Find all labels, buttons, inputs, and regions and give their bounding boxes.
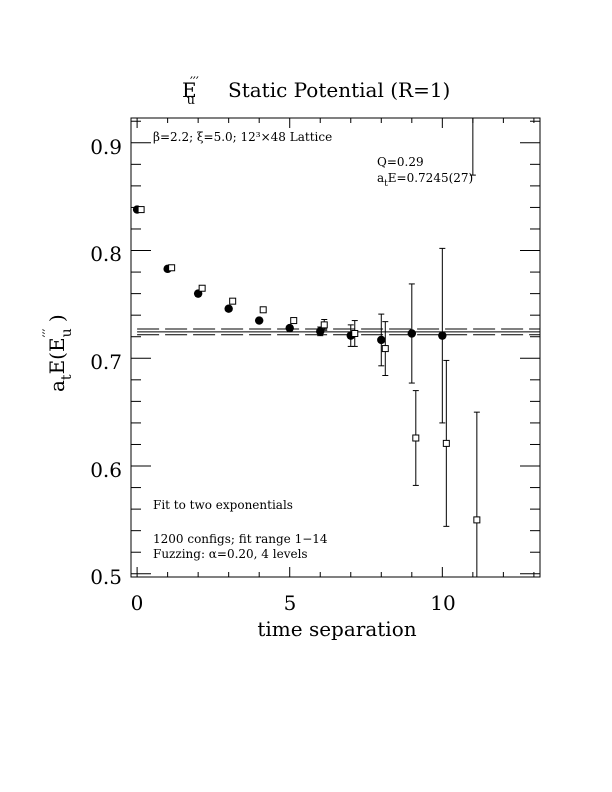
square-point [259,306,267,314]
fit-result-subscript: t [384,179,388,189]
configs-annotation: 1200 configs; fit range 1−14 [153,532,328,546]
chart-title: Eu ′′′ Static Potential (R=1) [182,75,450,108]
square-point [412,434,420,442]
axis-ticks [131,118,540,577]
q-annotation: Q=0.29 [377,155,424,169]
square-point [168,264,176,272]
lattice-annotation: β=2.2; ξ=5.0; 12³×48 Lattice [153,130,332,144]
square-point [198,284,206,292]
title-main: E [182,78,197,102]
fuzzing-annotation: Fuzzing: α=0.20, 4 levels [153,547,308,561]
square-point [229,297,237,305]
y-title-sup: ′′′ [41,328,56,337]
y-tick-label: 0.9 [90,135,122,159]
y-tick-label: 0.7 [90,350,122,374]
title-superscript: ′′′ [190,75,199,90]
circle-point [316,327,325,336]
circle-point [407,329,417,338]
y-tick-label: 0.5 [90,565,122,589]
y-title-a: a [45,380,69,392]
y-tick-label: 0.6 [90,458,122,482]
square-point [351,329,359,337]
x-axis-title: time separation [257,617,416,641]
plot-frame [130,117,541,578]
title-subscript: u [187,93,195,108]
circle-point [438,331,447,340]
square-point [442,439,450,447]
y-axis-title: atE(Eu′′′ ) [41,314,75,392]
circle-point [224,304,233,313]
y-title-t: t [59,374,75,380]
fit-result-prefix: a [377,171,384,185]
x-tick-label: 0 [131,591,144,615]
y-title-sub: u [59,328,75,337]
fit-result-rest: E=0.7245(27) [388,171,473,185]
square-point [137,206,145,214]
square-point [290,317,298,325]
square-point [320,321,328,329]
x-tick-label: 5 [284,591,297,615]
circle-point [377,335,386,345]
x-tick-label: 10 [430,591,455,615]
y-title-close: ) [45,314,69,328]
title-rest: Static Potential (R=1) [228,78,450,102]
y-tick-label: 0.8 [90,242,122,266]
fit-type-annotation: Fit to two exponentials [153,498,293,512]
fit-result-annotation: atE=0.7245(27) [377,171,473,189]
data-marks [132,118,481,577]
y-title-mid: E(E [45,337,69,374]
circle-point [254,316,264,325]
fit-band [137,328,540,336]
square-point [381,345,389,353]
square-point [473,516,481,524]
circle-point [285,323,294,333]
